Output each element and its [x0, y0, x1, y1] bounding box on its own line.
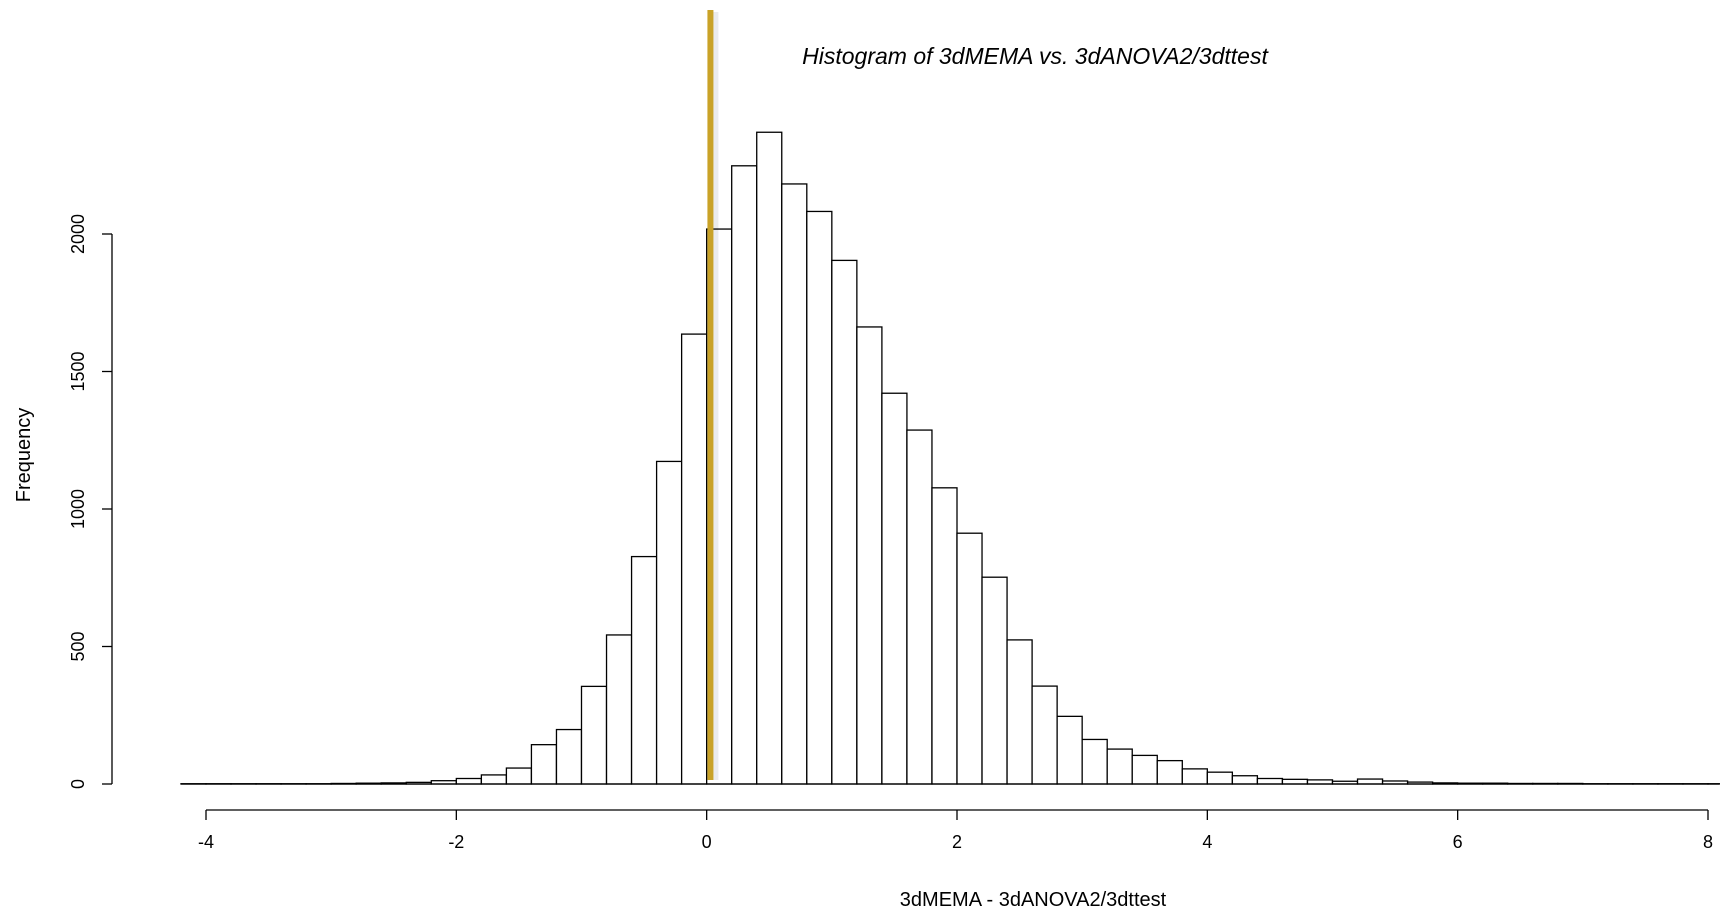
histogram-bar [1281, 778, 1309, 785]
y-axis-label: Frequency [13, 408, 35, 503]
histogram-bar [1056, 715, 1083, 785]
histogram-bar [1356, 778, 1384, 785]
histogram-bar [806, 210, 833, 785]
histogram-bar [781, 183, 808, 785]
histogram-bar [931, 487, 958, 785]
histogram-bar [881, 392, 908, 785]
histogram-bar [555, 728, 583, 785]
histogram-bar [956, 532, 983, 785]
chart-title: Histogram of 3dMEMA vs. 3dANOVA2/3dttest [802, 43, 1269, 69]
histogram-bar [680, 333, 708, 785]
histogram-bar [1081, 738, 1108, 785]
histogram-bar [1156, 759, 1183, 785]
y-axis: 0 500 1000 1500 2000 [68, 214, 113, 789]
histogram-bar [1181, 768, 1208, 785]
histogram-bar [1031, 685, 1058, 785]
histogram-bar [605, 634, 633, 785]
histogram-bar [655, 460, 683, 785]
x-tick-label: 8 [1703, 832, 1713, 852]
y-tick-label: 2000 [68, 214, 88, 254]
x-axis-label: 3dMEMA - 3dANOVA2/3dttest [900, 889, 1167, 910]
x-tick-label: 2 [952, 832, 962, 852]
y-tick-label: 1500 [68, 351, 88, 391]
x-tick-label: -4 [198, 832, 214, 852]
y-tick-label: 500 [68, 631, 88, 661]
x-axis: -4 -2 0 2 4 6 8 [198, 809, 1713, 852]
histogram-bar [480, 774, 508, 785]
x-tick-label: 4 [1202, 832, 1212, 852]
y-tick-label: 0 [68, 779, 88, 789]
histogram-bar [756, 131, 783, 785]
histogram-bar [906, 429, 933, 785]
x-tick-label: 6 [1453, 832, 1463, 852]
histogram-bar [1131, 754, 1158, 785]
histogram-bar [731, 165, 758, 785]
bars-group [180, 131, 1720, 785]
reference-line-group [707, 10, 719, 780]
histogram-bar [580, 685, 608, 785]
histogram-bar [455, 777, 483, 785]
histogram-bar [1106, 748, 1133, 785]
x-tick-label: 0 [702, 832, 712, 852]
histogram-bar [856, 326, 883, 785]
histogram-bar [1231, 775, 1259, 785]
histogram-bar [1006, 639, 1033, 785]
histogram-bar [530, 744, 558, 785]
histogram-bar [505, 767, 533, 785]
histogram-bar [981, 576, 1008, 785]
histogram-bar [630, 555, 658, 785]
y-tick-label: 1000 [68, 489, 88, 529]
x-tick-label: -2 [448, 832, 464, 852]
histogram-bar [831, 259, 858, 785]
histogram-bar [1206, 771, 1234, 785]
histogram-bar [1256, 777, 1284, 785]
